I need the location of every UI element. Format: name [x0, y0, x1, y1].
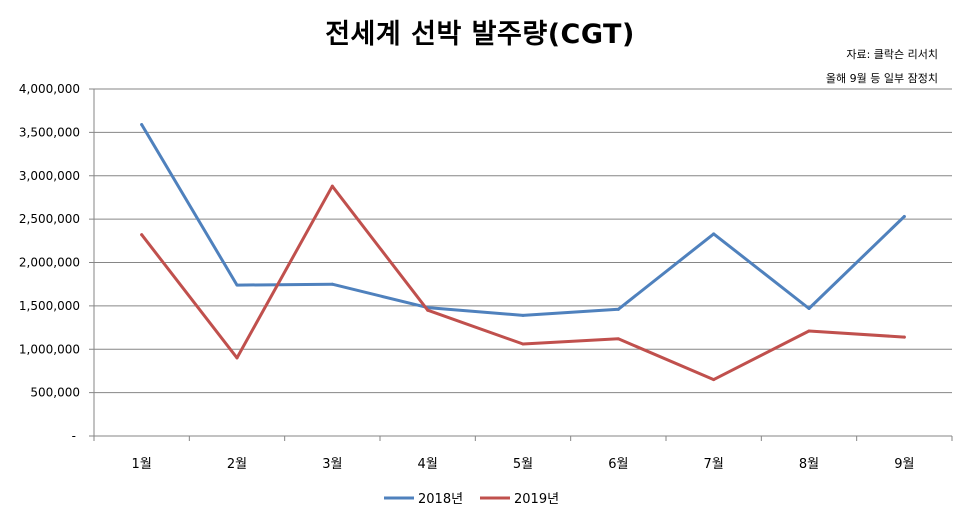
data-point: [616, 307, 620, 311]
y-tick-label: 4,000,000: [19, 82, 80, 96]
x-tick-label: 5월: [513, 457, 533, 472]
y-tick-label: 2,000,000: [19, 256, 80, 270]
data-point: [140, 123, 144, 127]
data-point: [235, 356, 239, 360]
series-line-1: [140, 123, 906, 317]
x-tick-label: 7월: [704, 457, 724, 472]
x-tick-label: 3월: [322, 457, 342, 472]
y-axis-ticks: - 500,000 1,000,000 1,500,000 2,000,000 2,500…: [19, 82, 80, 443]
data-point: [521, 313, 525, 317]
y-tick-label: 3,500,000: [19, 125, 80, 139]
y-tick-label: 1,500,000: [19, 299, 80, 313]
x-axis-ticks: 1월 2월 3월 4월 5월 6월 7월 8월 9월: [132, 457, 915, 472]
x-tick-label: 8월: [799, 457, 819, 472]
data-point: [807, 306, 811, 310]
data-point: [807, 329, 811, 333]
data-point: [426, 308, 430, 312]
data-point: [902, 215, 906, 219]
legend: 2018년 2019년: [384, 492, 559, 507]
x-tick-label: 9월: [894, 457, 914, 472]
provisional-note: 올해 9월 등 일부 잠정치: [825, 72, 938, 85]
x-tick-label: 2월: [227, 457, 247, 472]
data-point: [330, 282, 334, 286]
data-point: [521, 342, 525, 346]
x-tick-label: 1월: [132, 457, 152, 472]
series-line-2: [140, 184, 906, 382]
source-note: 자료: 클락슨 리서치: [846, 48, 938, 61]
data-point: [712, 378, 716, 382]
data-point: [712, 232, 716, 236]
data-point: [330, 184, 334, 188]
x-tick-label: 6월: [608, 457, 628, 472]
axes: [89, 88, 953, 441]
y-tick-label: 2,500,000: [19, 212, 80, 226]
legend-label: 2019년: [514, 492, 559, 507]
chart-title: 전세계 선박 발주량(CGT): [325, 19, 635, 50]
data-point: [616, 337, 620, 341]
data-point: [235, 283, 239, 287]
gridlines: [94, 88, 952, 394]
y-tick-label: 500,000: [30, 386, 80, 400]
x-tick-label: 4월: [418, 457, 438, 472]
data-point: [902, 335, 906, 339]
data-point: [140, 233, 144, 237]
series-lines: [140, 123, 906, 382]
y-tick-label: 1,000,000: [19, 342, 80, 356]
y-tick-label: 3,000,000: [19, 169, 80, 183]
legend-label: 2018년: [418, 492, 463, 507]
y-tick-label: -: [72, 429, 76, 443]
